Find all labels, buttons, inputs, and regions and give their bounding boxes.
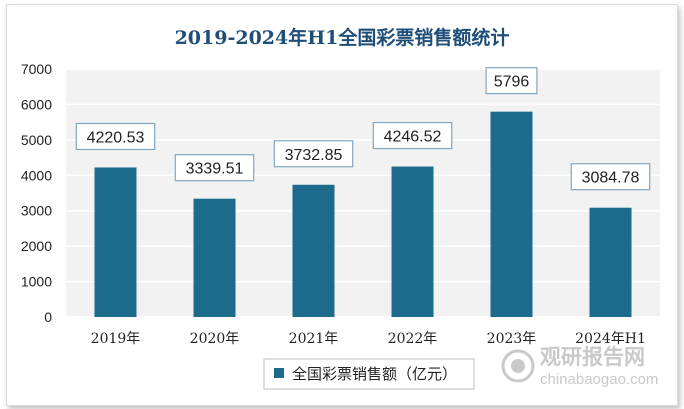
bars: [94, 111, 632, 317]
bar: [193, 198, 236, 317]
legend-box: [263, 358, 475, 390]
y-tick-label: 0: [44, 309, 52, 325]
y-tick-label: 5000: [21, 132, 52, 148]
y-tick-label: 1000: [21, 274, 52, 290]
x-tick-label: 2020年: [190, 331, 240, 347]
data-label-box: [273, 140, 354, 168]
data-label-box: [485, 67, 538, 95]
x-axis: 2019年 2020年 2021年 2022年 2023年 2024年H1: [91, 331, 646, 347]
data-label: 3084.78: [582, 170, 640, 187]
data-labels: 4220.53 3339.51 3732.85 4246.52 5796 3084.78: [75, 67, 651, 191]
data-label-box: [174, 154, 255, 182]
watermark-name: 观研报告网: [540, 345, 645, 369]
data-label: 5796: [494, 74, 530, 91]
data-label-box: [372, 121, 453, 150]
x-tick-label: 2022年: [388, 331, 438, 347]
x-tick-label: 2021年: [289, 331, 339, 347]
gridlines: [66, 68, 660, 318]
legend[interactable]: 全国彩票销售额（亿元）: [263, 358, 475, 390]
y-tick-label: 4000: [21, 167, 52, 183]
data-label-box: [75, 122, 156, 151]
bar: [391, 166, 434, 317]
data-label: 3339.51: [186, 161, 244, 178]
y-tick-label: 2000: [21, 238, 52, 254]
plot-area: [66, 69, 660, 317]
y-axis: 0 1000 2000 3000 4000 5000 6000 7000: [21, 61, 52, 325]
y-tick-label: 3000: [21, 203, 52, 219]
x-tick-label: 2023年: [487, 331, 537, 347]
legend-label: 全国彩票销售额（亿元）: [292, 365, 457, 383]
bar: [292, 184, 335, 317]
x-tick-label: 2019年: [91, 331, 141, 347]
watermark: 观研报告网 chinabaogao.com: [501, 345, 658, 388]
watermark-url: chinabaogao.com: [540, 371, 658, 388]
legend-swatch: [274, 368, 284, 378]
chart-title: 2019-2024年H1全国彩票销售额统计: [175, 26, 510, 49]
bar: [490, 111, 533, 317]
data-label: 4220.53: [87, 129, 145, 146]
logo-icon: [501, 349, 535, 383]
data-label-box: [570, 163, 651, 191]
data-label: 3732.85: [285, 147, 343, 164]
bar: [589, 207, 632, 317]
y-tick-label: 7000: [21, 61, 52, 77]
y-tick-label: 6000: [21, 96, 52, 112]
bar: [94, 167, 137, 317]
data-label: 4246.52: [384, 129, 442, 146]
x-tick-label: 2024年H1: [575, 331, 646, 347]
